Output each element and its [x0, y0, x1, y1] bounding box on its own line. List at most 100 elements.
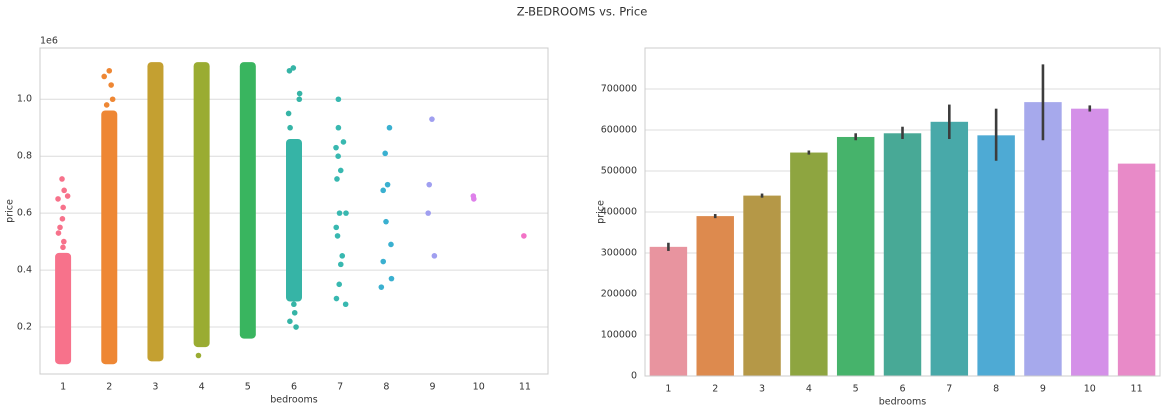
y-tick-label: 200000: [601, 289, 637, 300]
x-tick-label: 3: [152, 382, 158, 393]
x-tick-label: 7: [946, 384, 952, 395]
y-tick-label: 0.2: [17, 322, 32, 333]
strip-point: [293, 324, 299, 330]
bar: [1071, 108, 1109, 377]
y-tick-label: 0.4: [17, 265, 32, 276]
strip-point: [340, 139, 347, 145]
x-tick-label: 6: [899, 384, 905, 395]
strip-point: [380, 187, 386, 194]
strip-point: [57, 224, 63, 231]
strip-point: [287, 124, 293, 131]
y-axis-label: price: [5, 199, 16, 223]
bar: [1024, 102, 1062, 377]
x-axis-label: bedrooms: [879, 397, 926, 408]
y-tick-label: 300000: [601, 248, 637, 259]
strip-point: [101, 73, 107, 80]
strip-point: [380, 258, 387, 265]
strip-point: [383, 218, 389, 225]
x-tick-label: 3: [759, 384, 765, 395]
x-tick-label: 4: [806, 384, 812, 395]
strip-point: [333, 224, 340, 231]
strip-point: [429, 116, 435, 122]
x-tick-label: 11: [1131, 384, 1143, 395]
strip-band: [239, 62, 256, 339]
strip-point: [195, 352, 202, 359]
bar: [836, 136, 875, 376]
x-tick-label: 1: [665, 384, 671, 395]
strip-point: [431, 253, 438, 259]
strip-point: [55, 196, 61, 202]
strip-point: [336, 281, 343, 288]
bar: [883, 133, 922, 376]
strip-band: [55, 252, 72, 365]
bar: [790, 152, 828, 376]
x-tick-label: 9: [430, 382, 436, 393]
strip-point: [106, 67, 113, 74]
bar: [1117, 163, 1156, 376]
strip-band: [193, 62, 210, 348]
strip-point: [108, 82, 114, 88]
strip-point: [285, 110, 292, 117]
x-axis-label: bedrooms: [270, 395, 317, 406]
y-tick-label: 0.6: [17, 208, 32, 219]
x-tick-label: 7: [337, 382, 343, 393]
plot-frame: [39, 47, 549, 375]
x-tick-label: 9: [1040, 384, 1046, 395]
strip-point: [296, 96, 303, 103]
strip-point: [287, 318, 293, 325]
y-tick-label: 700000: [601, 84, 637, 95]
strip-point: [335, 124, 342, 131]
bar: [649, 246, 688, 376]
y-tick-label: 1.0: [17, 94, 32, 105]
strip-point: [521, 233, 527, 239]
x-tick-label: 4: [199, 382, 205, 393]
strip-point: [64, 193, 71, 199]
strip-point: [335, 153, 341, 159]
strip-point: [59, 216, 66, 222]
y-tick-label: 600000: [601, 125, 637, 136]
strip-point: [337, 167, 344, 174]
strip-point: [55, 230, 62, 236]
y-tick-label: 0.8: [17, 151, 32, 162]
strip-point: [342, 301, 349, 308]
x-tick-label: 5: [245, 382, 251, 393]
bar: [696, 216, 734, 376]
strip-point: [333, 144, 339, 151]
strip-point: [470, 193, 477, 199]
x-tick-label: 2: [106, 382, 112, 393]
x-tick-label: 8: [383, 382, 389, 393]
strip-point: [388, 241, 394, 248]
y-axis-label: price: [596, 200, 607, 224]
strip-point: [334, 233, 341, 239]
strip-point: [109, 96, 116, 103]
strip-point: [425, 210, 431, 216]
strip-band: [147, 62, 164, 362]
strip-point: [388, 275, 395, 282]
strip-point: [333, 295, 340, 302]
bar: [930, 121, 969, 376]
strip-point: [296, 90, 303, 97]
x-tick-label: 6: [291, 382, 297, 393]
strip-point: [103, 102, 110, 108]
strip-point: [334, 176, 340, 182]
bar: [743, 195, 781, 376]
strip-band: [101, 110, 118, 365]
y-tick-label: 400000: [601, 207, 637, 218]
strip-point: [61, 187, 67, 194]
strip-point: [291, 301, 297, 308]
strip-point: [286, 67, 293, 74]
strip-point: [61, 238, 67, 245]
x-tick-label: 10: [473, 382, 485, 393]
strip-point: [382, 150, 388, 157]
strip-point: [60, 204, 66, 211]
strip-point: [335, 96, 342, 103]
bar: [977, 135, 1015, 376]
strip-point: [426, 181, 433, 188]
strip-point: [384, 181, 391, 188]
plot-frame: [644, 47, 1161, 377]
figure-title: Z-BEDROOMS vs. Price: [517, 5, 648, 19]
y-tick-label: 0: [631, 371, 637, 382]
strip-point: [291, 309, 298, 316]
x-tick-label: 10: [1084, 384, 1096, 395]
